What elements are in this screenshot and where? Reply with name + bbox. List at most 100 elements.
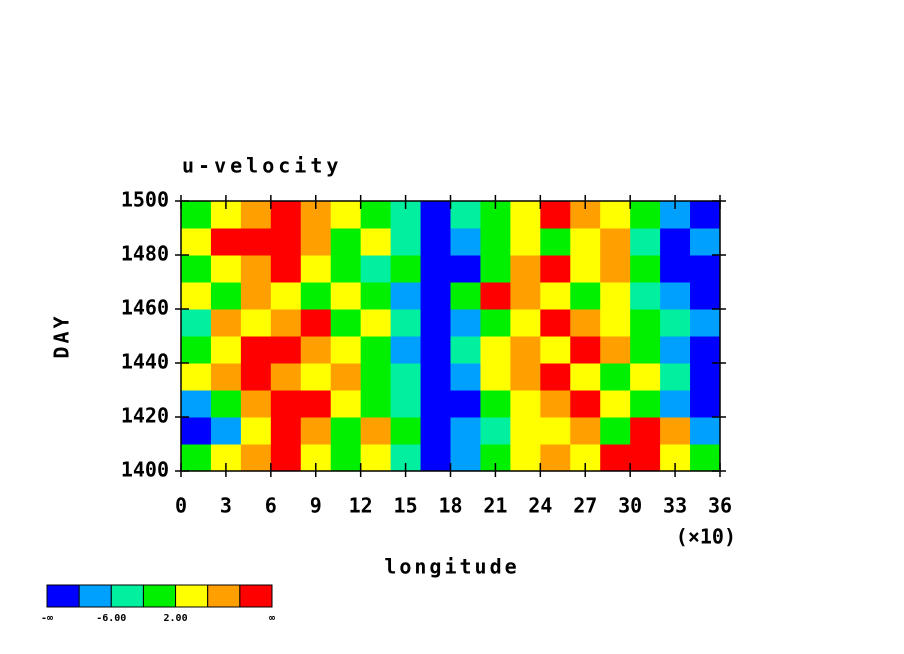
colorbar-label: -∞ [41,613,53,624]
field-cell [181,363,212,391]
y-tick-label: 1440 [121,350,169,374]
field-cell [420,444,451,472]
field-cell [660,255,691,283]
field-cell [630,363,661,391]
x-tick-label: 18 [438,494,462,518]
field-cell [570,282,601,310]
field-cell [660,390,691,418]
field-cell [300,336,332,364]
field-cell [210,228,242,256]
field-cell [510,363,541,391]
y-tick-label: 1480 [121,242,169,266]
field-cell [510,255,541,283]
x-axis-label: longitude [384,555,519,579]
field-cell [480,363,511,391]
field-cell [540,363,571,391]
field-cell [240,363,272,391]
field-cell [450,228,481,256]
field-cell [390,255,422,283]
field-cell [270,417,302,445]
field-cell [450,390,481,418]
colorbar-swatch [110,584,144,608]
field-cell [300,255,332,283]
field-cell [660,417,691,445]
field-cell [570,255,601,283]
field-cell [181,336,212,364]
field-cell [210,390,242,418]
field-cell [420,282,451,310]
field-cell [330,444,362,472]
field-cell [240,336,272,364]
field-cell [540,444,571,472]
field-cell [450,201,481,229]
field-cell [330,228,362,256]
field-cell [690,390,721,418]
field-cell [181,282,212,310]
field-cell [540,417,571,445]
field-cell [181,255,212,283]
field-cell [540,336,571,364]
colorbar-swatch [46,584,80,608]
field-cell [270,201,302,229]
field-cell [360,444,392,472]
field-cell [630,228,661,256]
field-cell [360,228,392,256]
field-cell [690,228,721,256]
field-cell [181,201,212,229]
field-cell [510,417,541,445]
x-tick-label: 21 [483,494,507,518]
x-tick-label: 27 [573,494,597,518]
field-cell [450,363,481,391]
field-cell [270,363,302,391]
field-cell [210,255,242,283]
x-tick-label: 0 [175,494,187,518]
field-cell [540,255,571,283]
field-cell [570,390,601,418]
field-cell [510,390,541,418]
field-cell [510,282,541,310]
field-cell [660,282,691,310]
field-cell [630,282,661,310]
field-cell [270,444,302,472]
field-cell [600,201,631,229]
field-cell [480,309,511,337]
field-cell [600,363,631,391]
field-cell [330,201,362,229]
x-tick-label: 9 [310,494,322,518]
field-cell [390,336,422,364]
field-cell [360,309,392,337]
field-cell [360,255,392,283]
field-cell [390,228,422,256]
field-cell [300,228,332,256]
field-cell [690,336,721,364]
y-tick-label: 1500 [121,188,169,212]
field-cell [450,336,481,364]
field-cell [480,282,511,310]
field-cell [360,417,392,445]
field-cell [600,309,631,337]
field-cell [270,309,302,337]
field-cell [270,336,302,364]
field-cell [660,336,691,364]
colorbar-swatch [78,584,112,608]
field-cell [690,363,721,391]
field-cell [480,417,511,445]
field-cell [360,336,392,364]
field-cell [360,282,392,310]
colorbar-swatch [142,584,177,608]
field-cell [420,255,451,283]
field-cell [300,363,332,391]
field-cell [540,228,571,256]
field-cell [330,282,362,310]
field-cell [181,444,212,472]
field-cell [270,228,302,256]
field-cell [570,309,601,337]
field-cell [600,228,631,256]
x-tick-label: 6 [265,494,277,518]
field-cell [240,255,272,283]
field-cell [600,444,631,472]
field-cell [330,309,362,337]
field-cell [570,417,601,445]
field-cell [181,228,212,256]
